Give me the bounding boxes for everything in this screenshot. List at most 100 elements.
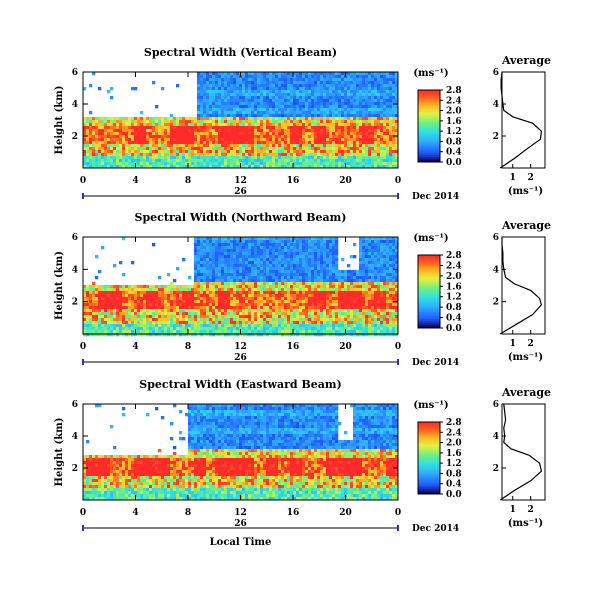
heatmap-cell	[104, 288, 108, 292]
heatmap-cell	[305, 93, 309, 97]
heatmap-cell	[260, 312, 264, 316]
heatmap-cell	[344, 117, 348, 121]
heatmap-cell	[320, 147, 324, 151]
heatmap-cell	[128, 294, 132, 298]
heatmap-cell	[290, 240, 294, 244]
heatmap-cell	[122, 144, 126, 148]
heatmap-cell	[200, 306, 204, 310]
heatmap-cell	[221, 282, 225, 286]
heatmap-cell	[305, 237, 309, 241]
heatmap-cell	[338, 87, 342, 91]
heatmap-cell	[344, 156, 348, 160]
heatmap-cell	[161, 120, 165, 124]
heatmap-cell	[242, 90, 246, 94]
heatmap-cell	[179, 159, 183, 163]
heatmap-cell	[212, 87, 216, 91]
heatmap-cell	[188, 150, 192, 154]
heatmap-cell	[170, 309, 174, 313]
heatmap-cell	[284, 324, 288, 328]
heatmap-cell	[350, 123, 354, 127]
heatmap-cell	[104, 297, 108, 301]
heatmap-cell	[227, 240, 231, 244]
heatmap-cell	[125, 327, 129, 331]
heatmap-cell	[158, 291, 162, 295]
heatmap-cell	[302, 102, 306, 106]
heatmap-cell	[248, 297, 252, 301]
heatmap-cell	[152, 327, 156, 331]
heatmap-cell	[221, 111, 225, 115]
heatmap-cell	[344, 96, 348, 100]
heatmap-cell	[230, 96, 234, 100]
heatmap-cell	[233, 87, 237, 91]
heatmap-cell	[290, 249, 294, 253]
heatmap-cell	[122, 129, 126, 133]
heatmap-cell	[386, 81, 390, 85]
heatmap-cell	[320, 108, 324, 112]
heatmap-cell	[302, 165, 306, 169]
heatmap-cell	[335, 75, 339, 79]
heatmap-cell	[86, 156, 90, 160]
heatmap-cell	[269, 255, 273, 259]
heatmap-cell	[359, 147, 363, 151]
heatmap-cell	[254, 276, 258, 280]
heatmap-cell	[224, 309, 228, 313]
heatmap-cell	[116, 120, 120, 124]
heatmap-cell	[131, 261, 135, 265]
heatmap-cell	[215, 156, 219, 160]
heatmap-cell	[377, 159, 381, 163]
heatmap-cell	[230, 285, 234, 289]
heatmap-cell	[314, 93, 318, 97]
heatmap-cell	[176, 306, 180, 310]
heatmap-cell	[281, 150, 285, 154]
heatmap-cell	[209, 315, 213, 319]
heatmap-cell	[350, 120, 354, 124]
heatmap-cell	[134, 291, 138, 295]
heatmap-cell	[254, 249, 258, 253]
heatmap-cell	[113, 300, 117, 304]
heatmap-cell	[236, 270, 240, 274]
heatmap-cell	[248, 108, 252, 112]
heatmap-cell	[248, 162, 252, 166]
heatmap-cell	[350, 141, 354, 145]
heatmap-cell	[131, 141, 135, 145]
heatmap-cell	[176, 324, 180, 328]
heatmap-cell	[221, 87, 225, 91]
heatmap-cell	[308, 147, 312, 151]
heatmap-cell	[95, 138, 99, 142]
heatmap-cell	[263, 279, 267, 283]
heatmap-cell	[380, 114, 384, 118]
heatmap-cell	[308, 309, 312, 313]
heatmap-cell	[344, 150, 348, 154]
heatmap-cell	[128, 330, 132, 334]
heatmap-cell	[191, 330, 195, 334]
heatmap-cell	[170, 318, 174, 322]
heatmap-cell	[389, 87, 393, 91]
heatmap-cell	[212, 252, 216, 256]
heatmap-cell	[263, 87, 267, 91]
heatmap-cell	[356, 78, 360, 82]
heatmap-cell	[128, 303, 132, 307]
heatmap-cell	[191, 141, 195, 145]
heatmap-cell	[209, 87, 213, 91]
heatmap-cell	[254, 240, 258, 244]
heatmap-cell	[203, 111, 207, 115]
heatmap-cell	[161, 294, 165, 298]
heatmap-cell	[206, 108, 210, 112]
heatmap-cell	[383, 105, 387, 109]
heatmap-cell	[173, 315, 177, 319]
heatmap-cell	[101, 126, 105, 130]
heatmap-cell	[260, 144, 264, 148]
heatmap-cell	[158, 276, 162, 280]
heatmap-cell	[182, 327, 186, 331]
heatmap-cell	[221, 96, 225, 100]
heatmap-cell	[125, 120, 129, 124]
heatmap-cell	[275, 318, 279, 322]
heatmap-cell	[257, 327, 261, 331]
heatmap-cell	[296, 144, 300, 148]
heatmap-cell	[326, 93, 330, 97]
heatmap-cell	[239, 108, 243, 112]
heatmap-cell	[194, 129, 198, 133]
heatmap-cell	[323, 72, 327, 76]
heatmap-cell	[98, 126, 102, 130]
heatmap-cell	[311, 150, 315, 154]
